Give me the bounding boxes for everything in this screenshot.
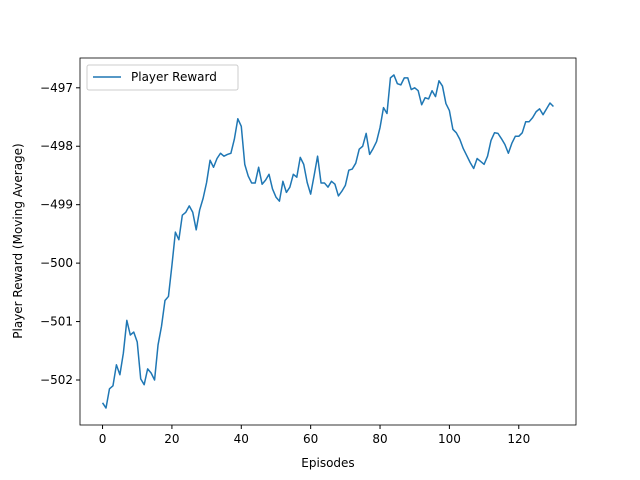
y-tick-label: −501 bbox=[40, 315, 73, 329]
line-series bbox=[101, 74, 554, 409]
y-tick-label: −497 bbox=[40, 81, 73, 95]
x-tick-label: 20 bbox=[164, 432, 179, 446]
x-tick-label: 120 bbox=[507, 432, 530, 446]
x-tick-label: 0 bbox=[99, 432, 107, 446]
y-axis-label: Player Reward (Moving Average) bbox=[11, 143, 25, 338]
x-axis-label: Episodes bbox=[301, 456, 354, 470]
legend-box bbox=[86, 64, 239, 91]
x-tick-label: 40 bbox=[234, 432, 249, 446]
y-tick-label: −499 bbox=[40, 198, 73, 212]
y-tick-label: −498 bbox=[40, 139, 73, 153]
y-tick-label: −502 bbox=[40, 373, 73, 387]
x-tick-label: 60 bbox=[303, 432, 318, 446]
y-tick-label: −500 bbox=[40, 256, 73, 270]
legend-label: Player Reward bbox=[131, 70, 217, 84]
x-tick-label: 80 bbox=[372, 432, 387, 446]
x-tick-label: 100 bbox=[438, 432, 461, 446]
plot-frame bbox=[79, 57, 577, 426]
